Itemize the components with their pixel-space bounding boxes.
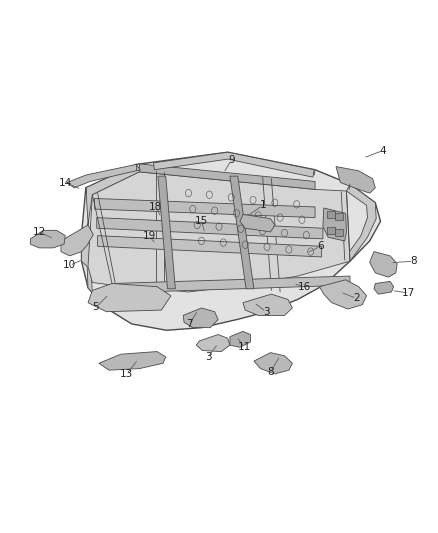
Polygon shape (81, 152, 381, 330)
Text: 10: 10 (63, 261, 76, 270)
Polygon shape (319, 280, 367, 309)
Polygon shape (140, 164, 315, 189)
Polygon shape (336, 166, 375, 193)
Polygon shape (196, 335, 230, 352)
Polygon shape (98, 236, 321, 257)
Bar (335, 213, 343, 220)
Text: 17: 17 (402, 288, 416, 298)
Polygon shape (81, 165, 140, 293)
Polygon shape (254, 353, 292, 374)
Text: 13: 13 (120, 369, 133, 379)
Polygon shape (61, 225, 93, 256)
Text: 11: 11 (238, 342, 251, 352)
Polygon shape (240, 214, 275, 232)
Text: 2: 2 (353, 293, 360, 303)
Text: 9: 9 (228, 155, 234, 165)
Bar (327, 211, 335, 218)
Polygon shape (374, 281, 394, 294)
Polygon shape (370, 252, 397, 277)
Polygon shape (112, 276, 350, 293)
Text: 15: 15 (195, 216, 208, 227)
Polygon shape (153, 152, 314, 177)
Polygon shape (97, 217, 323, 239)
Text: 16: 16 (297, 282, 311, 292)
Text: 4: 4 (379, 146, 386, 156)
Polygon shape (230, 332, 251, 348)
Polygon shape (95, 198, 315, 217)
Text: 12: 12 (32, 227, 46, 237)
Text: 3: 3 (205, 352, 212, 362)
Text: 8: 8 (267, 367, 274, 377)
Text: 7: 7 (186, 319, 193, 329)
Polygon shape (30, 230, 65, 248)
Polygon shape (243, 294, 292, 316)
Text: 14: 14 (59, 177, 72, 188)
Text: 8: 8 (410, 256, 417, 266)
Bar (335, 229, 343, 236)
Text: 1: 1 (259, 200, 266, 211)
Bar (327, 227, 335, 234)
Polygon shape (88, 172, 350, 292)
Text: 5: 5 (92, 302, 99, 312)
Text: 19: 19 (142, 231, 156, 241)
Text: 18: 18 (149, 202, 162, 212)
Text: 3: 3 (263, 306, 269, 317)
Polygon shape (158, 176, 175, 289)
Polygon shape (230, 176, 254, 289)
Text: 6: 6 (317, 241, 324, 251)
Polygon shape (323, 208, 346, 241)
Polygon shape (346, 184, 376, 261)
Polygon shape (67, 165, 141, 188)
Polygon shape (99, 352, 166, 370)
Polygon shape (183, 308, 218, 328)
Polygon shape (88, 284, 171, 312)
